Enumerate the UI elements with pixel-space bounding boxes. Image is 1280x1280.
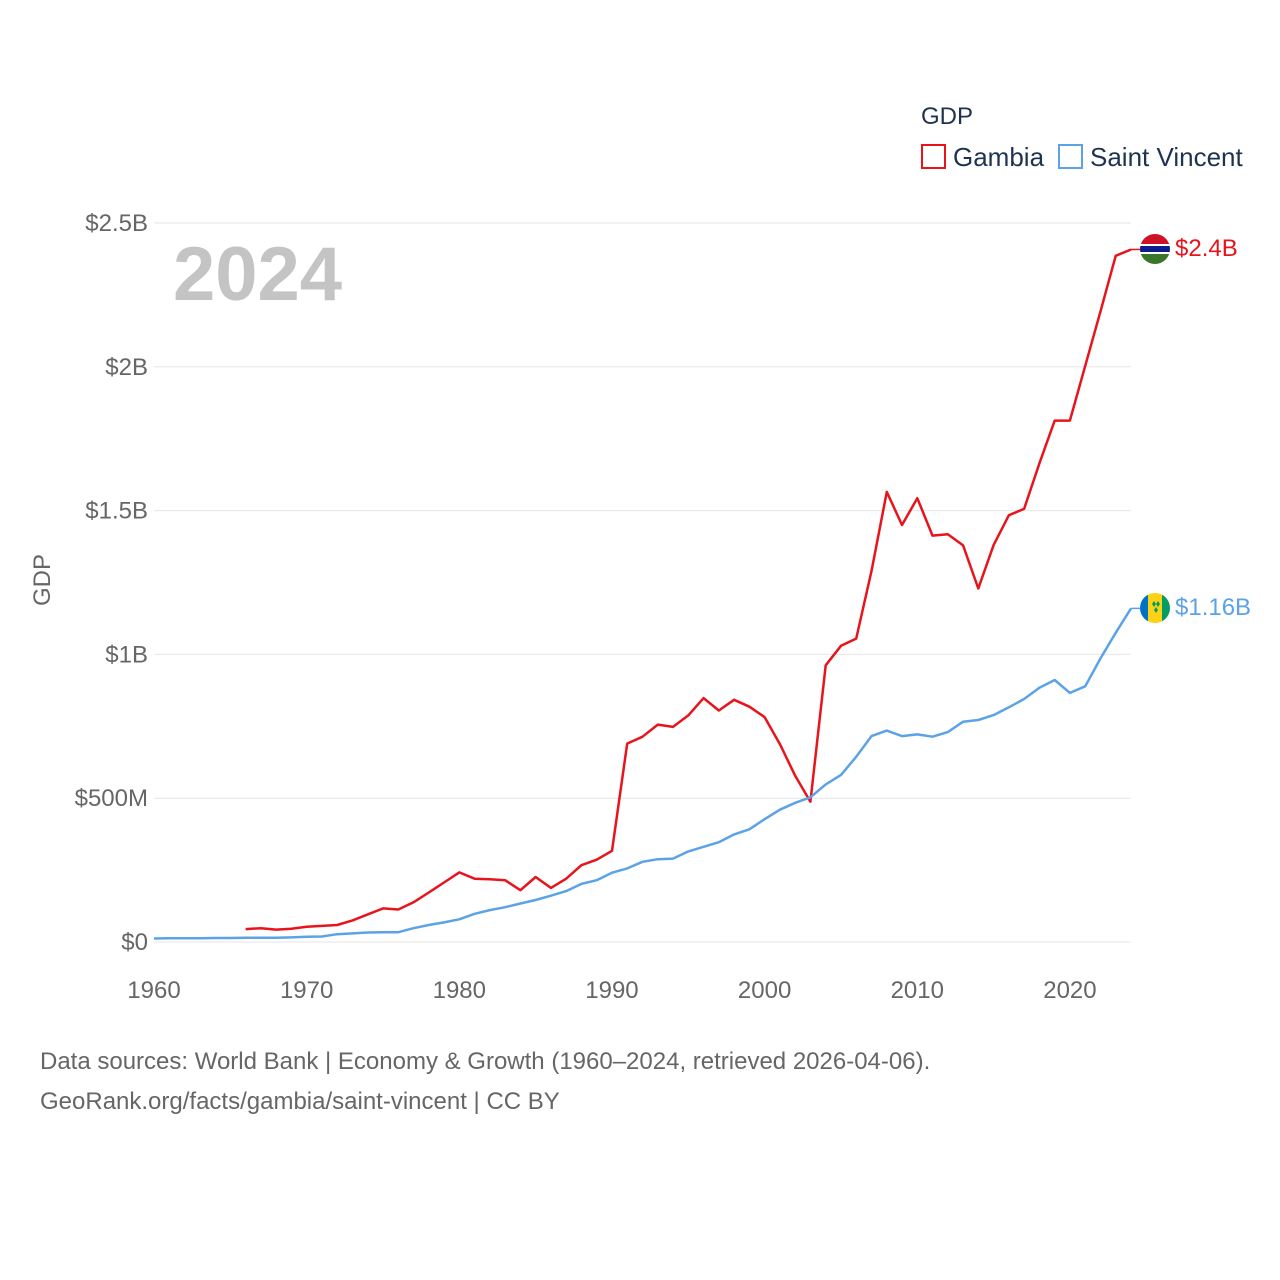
series-line-gambia[interactable] — [245, 248, 1132, 931]
y-tick-label: $2B — [105, 354, 148, 381]
gambia-flag-icon — [1140, 234, 1170, 264]
y-tick-label: $2.5B — [85, 210, 148, 237]
x-tick-label: 2000 — [738, 977, 791, 1004]
x-axis-ticks: 1960 1970 1980 1990 2000 2010 2020 — [127, 977, 1096, 1004]
y-tick-label: $1B — [105, 641, 148, 668]
x-tick-label: 1990 — [585, 977, 638, 1004]
legend-label-saint-vincent: Saint Vincent — [1090, 142, 1244, 172]
y-tick-label: $1.5B — [85, 498, 148, 525]
source-line-1: Data sources: World Bank | Economy & Gro… — [40, 1048, 931, 1075]
legend-swatch-saint-vincent — [1058, 144, 1083, 169]
y-axis-label: GDP — [29, 554, 56, 606]
y-tick-label: $0 — [121, 929, 148, 956]
source-line-2[interactable]: GeoRank.org/facts/gambia/saint-vincent |… — [40, 1088, 560, 1115]
legend-label-gambia: Gambia — [953, 142, 1045, 172]
end-label-saint-vincent: $1.16B — [1175, 594, 1251, 621]
x-tick-label: 2010 — [891, 977, 944, 1004]
legend-title: GDP — [921, 103, 973, 130]
legend: GDP Gambia Saint Vincent — [921, 103, 1244, 172]
end-label-gambia: $2.4B — [1175, 235, 1238, 262]
gdp-line-chart: $0 $500M $1B $1.5B $2B $2.5B 1960 1970 1980 1990… — [29, 103, 1251, 1004]
legend-swatch-gambia — [921, 144, 946, 169]
x-tick-label: 1970 — [280, 977, 333, 1004]
legend-item-saint-vincent[interactable]: Saint Vincent — [1058, 142, 1244, 172]
y-axis-ticks: $0 $500M $1B $1.5B $2B $2.5B — [75, 210, 148, 956]
x-tick-label: 1980 — [433, 977, 486, 1004]
series-lines — [153, 248, 1140, 940]
source-note: Data sources: World Bank | Economy & Gro… — [40, 1042, 930, 1122]
year-watermark: 2024 — [173, 232, 342, 317]
grid-lines — [154, 222, 1131, 943]
saint-vincent-flag-icon — [1140, 593, 1170, 623]
legend-item-gambia[interactable]: Gambia — [921, 142, 1045, 172]
series-line-saint-vincent[interactable] — [153, 607, 1133, 940]
x-tick-label: 1960 — [127, 977, 180, 1004]
y-tick-label: $500M — [75, 785, 148, 812]
x-tick-label: 2020 — [1043, 977, 1096, 1004]
